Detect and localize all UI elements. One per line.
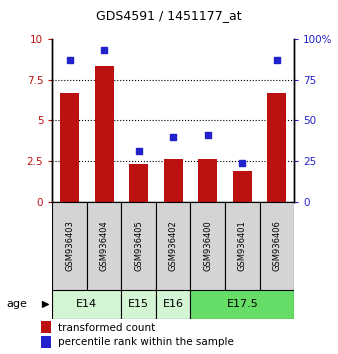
Text: GSM936404: GSM936404 xyxy=(100,221,109,272)
Bar xyxy=(233,171,252,202)
Point xyxy=(274,57,280,63)
Text: GDS4591 / 1451177_at: GDS4591 / 1451177_at xyxy=(96,10,242,22)
Text: percentile rank within the sample: percentile rank within the sample xyxy=(57,337,234,348)
Bar xyxy=(60,93,79,202)
Bar xyxy=(198,159,217,202)
Point xyxy=(67,57,72,63)
Bar xyxy=(267,93,286,202)
Bar xyxy=(129,164,148,202)
Bar xyxy=(191,202,225,290)
Text: E14: E14 xyxy=(76,299,97,309)
Text: GSM936402: GSM936402 xyxy=(169,221,178,272)
Bar xyxy=(225,202,260,290)
Text: GSM936403: GSM936403 xyxy=(65,221,74,272)
Text: E17.5: E17.5 xyxy=(226,299,258,309)
Text: age: age xyxy=(7,299,28,309)
Bar xyxy=(156,202,191,290)
Text: transformed count: transformed count xyxy=(57,322,155,332)
Point xyxy=(240,160,245,166)
Point xyxy=(171,134,176,139)
Text: E15: E15 xyxy=(128,299,149,309)
Bar xyxy=(41,321,51,333)
Text: GSM936406: GSM936406 xyxy=(272,221,281,272)
Bar xyxy=(41,336,51,348)
Bar xyxy=(191,290,294,319)
Bar xyxy=(52,202,87,290)
Bar xyxy=(121,290,156,319)
Bar xyxy=(164,159,183,202)
Bar xyxy=(52,290,121,319)
Point xyxy=(205,132,211,138)
Text: GSM936401: GSM936401 xyxy=(238,221,247,272)
Point xyxy=(101,47,107,53)
Bar xyxy=(260,202,294,290)
Bar xyxy=(156,290,191,319)
Text: GSM936400: GSM936400 xyxy=(203,221,212,272)
Text: GSM936405: GSM936405 xyxy=(134,221,143,272)
Bar xyxy=(87,202,121,290)
Bar xyxy=(121,202,156,290)
Point xyxy=(136,148,141,154)
Bar xyxy=(95,66,114,202)
Text: E16: E16 xyxy=(163,299,184,309)
